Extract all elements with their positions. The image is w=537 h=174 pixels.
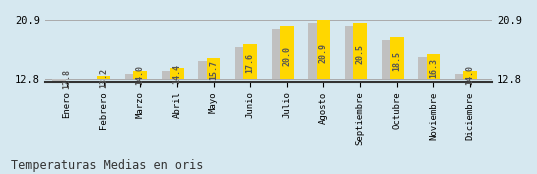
Bar	[170, 68, 184, 79]
Text: 18.5: 18.5	[393, 50, 401, 70]
Bar	[390, 37, 404, 79]
Bar	[455, 73, 469, 79]
Bar	[382, 40, 396, 79]
Bar	[345, 26, 359, 79]
Bar	[353, 23, 367, 79]
Bar	[125, 73, 139, 79]
Text: 14.4: 14.4	[172, 64, 182, 84]
Text: 16.3: 16.3	[429, 58, 438, 78]
Bar	[243, 44, 257, 79]
Text: 13.2: 13.2	[99, 68, 108, 88]
Text: 15.7: 15.7	[209, 60, 218, 80]
Bar	[280, 26, 294, 79]
Text: 14.0: 14.0	[466, 65, 475, 85]
Bar	[162, 71, 176, 79]
Bar	[133, 71, 147, 79]
Bar	[52, 79, 66, 82]
Bar	[97, 76, 111, 79]
Bar	[426, 54, 440, 79]
Bar	[316, 20, 330, 79]
Text: Temperaturas Medias en oris: Temperaturas Medias en oris	[11, 159, 203, 172]
Bar	[207, 58, 221, 79]
Text: 20.9: 20.9	[319, 43, 328, 63]
Text: 20.5: 20.5	[355, 44, 365, 64]
Bar	[418, 57, 432, 79]
Bar	[308, 23, 322, 79]
Text: 20.0: 20.0	[282, 46, 292, 66]
Text: 12.8: 12.8	[62, 69, 71, 89]
Text: 17.6: 17.6	[245, 53, 255, 73]
Text: 14.0: 14.0	[136, 65, 144, 85]
Bar	[272, 29, 286, 79]
Bar	[235, 47, 249, 79]
Bar	[463, 71, 477, 79]
Bar	[199, 61, 213, 79]
